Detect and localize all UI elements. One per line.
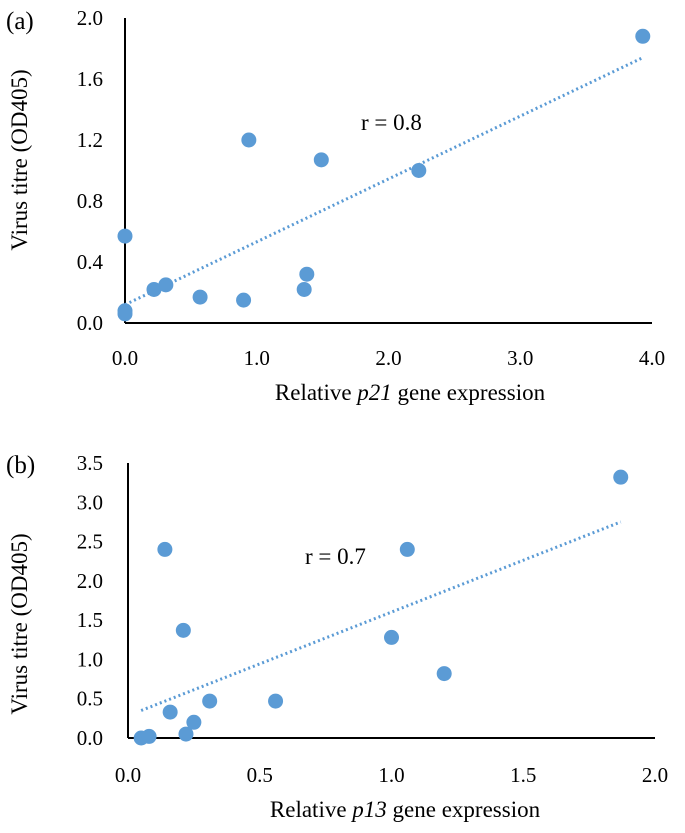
data-point [268, 693, 284, 709]
y-tick-label: 3.0 [77, 490, 103, 514]
data-point [162, 704, 178, 720]
plot-area: 0.0 0.5 1.0 1.5 2.0 2.5 3.0 3.5 0.0 0.5 1.0 1.5 2.0 [77, 451, 668, 787]
x-tick-label: 1.0 [378, 763, 404, 787]
data-point [411, 163, 427, 178]
x-tick-label: 1.0 [244, 346, 270, 370]
y-tick-label: 0.5 [77, 687, 103, 711]
data-point [299, 266, 315, 282]
data-point [296, 281, 312, 297]
x-tick-label: 4.0 [639, 346, 665, 370]
data-point [202, 693, 218, 709]
data-point [175, 622, 191, 638]
y-axis-label: Virus titre (OD405) [7, 69, 32, 250]
data-point [192, 289, 208, 305]
trendline [140, 520, 622, 712]
x-axis-label-suffix: gene expression [387, 797, 541, 822]
panel-label: (b) [6, 452, 35, 479]
data-point [241, 132, 257, 148]
y-tick-label: 3.5 [77, 451, 103, 475]
y-tick-label: 0.8 [77, 189, 103, 213]
x-axis-label-suffix: gene expression [392, 380, 546, 405]
x-tick-label: 3.0 [507, 346, 533, 370]
y-tick-label: 2.0 [77, 569, 103, 593]
data-point [436, 666, 452, 682]
x-tick-label: 0.0 [115, 763, 141, 787]
y-tick-label: 0.4 [77, 250, 104, 274]
chart-panel-a: (a) Virus titre (OD405) Relative p21 gen… [6, 6, 665, 405]
data-point [117, 306, 133, 322]
data-point [399, 541, 415, 557]
x-axis-label-gene: p21 [355, 380, 392, 405]
y-tick-label: 2.0 [77, 6, 103, 30]
data-point [146, 281, 162, 297]
data-point [613, 469, 629, 485]
y-tick-label: 1.2 [77, 128, 103, 152]
correlation-annotation: r = 0.7 [305, 544, 366, 569]
x-axis-label: Relative p13 gene expression [270, 797, 541, 822]
y-tick-label: 2.5 [77, 530, 103, 554]
data-point [186, 714, 202, 730]
data-point [158, 277, 174, 293]
x-axis-label-prefix: Relative [270, 797, 352, 822]
chart-panel-b: (b) Virus titre (OD405) Relative p13 gen… [6, 451, 668, 822]
x-tick-label: 2.0 [642, 763, 668, 787]
data-point [117, 228, 133, 244]
y-tick-label: 1.6 [77, 67, 103, 91]
x-tick-label: 0.5 [247, 763, 273, 787]
data-point [141, 728, 157, 744]
data-point [384, 629, 399, 645]
y-axis-label: Virus titre (OD405) [7, 533, 32, 714]
data-point [635, 28, 651, 44]
data-point [236, 292, 252, 308]
panel-label: (a) [6, 8, 34, 35]
data-point [313, 152, 329, 168]
trendline [124, 56, 644, 307]
x-tick-label: 2.0 [375, 346, 401, 370]
y-tick-label: 1.0 [77, 647, 103, 671]
x-tick-label: 1.5 [510, 763, 536, 787]
data-point [178, 726, 194, 742]
data-point [157, 541, 173, 557]
y-tick-label: 1.5 [77, 608, 103, 632]
y-tick-label: 0.0 [77, 726, 103, 750]
correlation-annotation: r = 0.8 [361, 110, 422, 135]
x-tick-label: 0.0 [112, 346, 138, 370]
plot-area: 0.0 0.4 0.8 1.2 1.6 2.0 0.0 1.0 2.0 3.0 4.0 [77, 6, 665, 370]
x-axis-label-prefix: Relative [275, 380, 357, 405]
y-tick-label: 0.0 [77, 311, 103, 335]
x-axis-label: Relative p21 gene expression [275, 380, 546, 405]
x-axis-label-gene: p13 [350, 797, 387, 822]
